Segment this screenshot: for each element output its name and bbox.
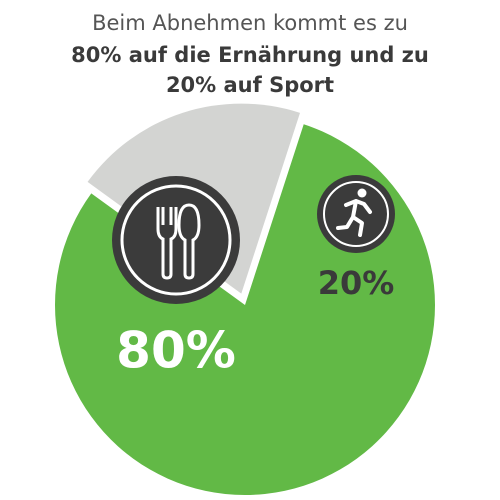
chart-title: 20% auf Sport [166, 73, 334, 97]
sport-icon [317, 175, 395, 253]
chart-title: Beim Abnehmen kommt es zu [92, 11, 408, 35]
chart-title: 80% auf die Ernährung und zu [71, 43, 429, 67]
value-label: 80% [116, 322, 236, 380]
food-icon [112, 176, 240, 304]
value-label: 20% [318, 264, 395, 302]
